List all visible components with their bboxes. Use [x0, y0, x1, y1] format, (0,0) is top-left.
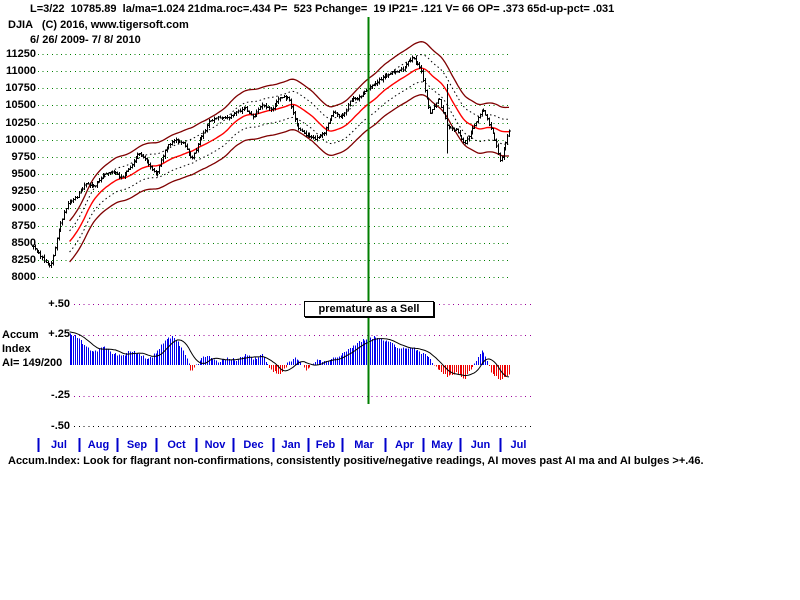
price-axis-label: 10750 — [5, 82, 36, 94]
price-axis-label: 10000 — [5, 134, 36, 146]
price-axis-label: 11000 — [6, 65, 36, 77]
accum-axis-label: -.50 — [51, 420, 70, 432]
accum-histogram-positive — [70, 333, 488, 365]
outer-envelope-upper — [69, 41, 509, 222]
outer-envelope-lower — [69, 94, 509, 263]
ma-21day-red-line — [69, 67, 509, 242]
month-label: Jan — [281, 439, 301, 451]
footer-note: Accum.Index: Look for flagrant non-confi… — [8, 455, 704, 467]
annotation-box[interactable]: premature as a Sell — [304, 301, 434, 317]
month-label: Dec — [243, 439, 264, 451]
price-axis-label: 11250 — [6, 48, 36, 60]
price-axis-label: 9750 — [11, 151, 36, 163]
price-ohlc-bars — [32, 55, 511, 268]
price-axis-label: 9250 — [11, 185, 36, 197]
accum-histogram-negative — [190, 365, 510, 381]
date-range-label: 6/ 26/ 2009- 7/ 8/ 2010 — [30, 34, 141, 46]
month-label: Apr — [395, 439, 414, 451]
header-stats-line: L=3/22 10785.89 la/ma=1.024 21dma.roc=.4… — [30, 3, 615, 15]
month-label: Aug — [87, 439, 110, 451]
price-axis-label: 8500 — [11, 237, 36, 249]
month-label: Jul — [51, 439, 67, 451]
header-title-line: DJIA (C) 2016, www.tigersoft.com — [8, 19, 189, 32]
price-axis-label: 10500 — [5, 99, 36, 111]
month-label: Feb — [315, 439, 336, 451]
month-label: May — [431, 439, 453, 451]
month-label: Oct — [167, 439, 186, 451]
accum-axis-label: +.50 — [48, 298, 70, 310]
accum-axis-label: -.25 — [51, 389, 70, 401]
accum-axis-label: +.25 — [48, 328, 70, 340]
month-label: Mar — [354, 439, 374, 451]
month-label: Jun — [470, 439, 491, 451]
price-axis-label: 8750 — [11, 220, 36, 232]
price-gridlines — [38, 54, 509, 278]
month-label: Sep — [126, 439, 148, 451]
price-axis-label: 9000 — [11, 202, 36, 214]
price-axis-label: 10250 — [5, 117, 36, 129]
copyright-label: (C) 2016, www.tigersoft.com — [32, 19, 189, 31]
month-axis-ticks — [37, 438, 502, 452]
inner-envelope-upper-dotted — [69, 54, 509, 232]
symbol-label: DJIA — [8, 19, 33, 31]
price-axis-label: 8000 — [11, 271, 36, 283]
accum-title-line1: Accum — [2, 329, 39, 341]
accum-ma-line — [69, 331, 510, 378]
accum-title-line2: Index — [2, 343, 31, 355]
month-label: Nov — [204, 439, 226, 451]
month-label: Jul — [510, 439, 527, 451]
price-axis-label: 8250 — [11, 254, 36, 266]
accum-ai-value: AI= 149/200 — [2, 357, 63, 369]
price-axis-label: 9500 — [11, 168, 36, 180]
inner-envelope-lower-dotted — [69, 81, 509, 253]
